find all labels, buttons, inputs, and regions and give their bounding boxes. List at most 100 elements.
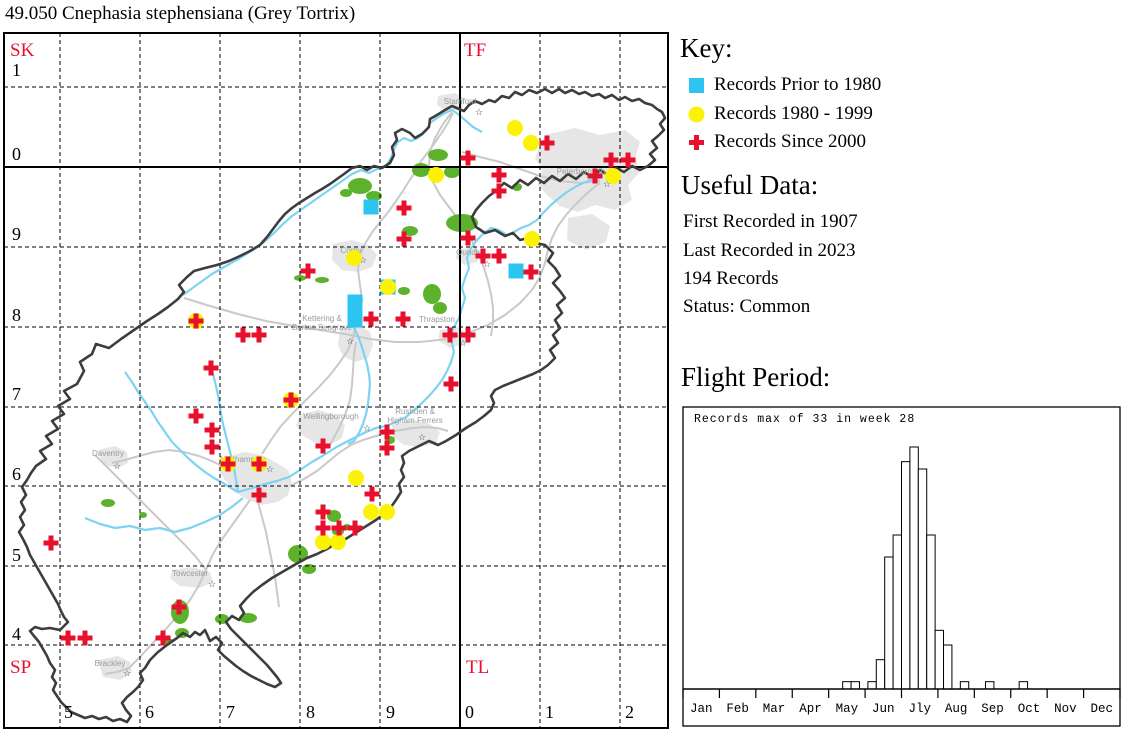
record-marker-since-2000	[460, 150, 476, 166]
key-item-label: Records Prior to 1980	[714, 74, 882, 95]
town-star-icon: ☆	[475, 108, 483, 118]
flight-week-bar	[959, 681, 970, 690]
record-marker-since-2000	[315, 520, 331, 536]
town-label: Northampton	[220, 455, 266, 464]
woodland	[366, 191, 382, 201]
record-count-line: 194 Records	[683, 268, 779, 289]
river	[84, 497, 244, 534]
grid-row-label: 7	[12, 384, 21, 404]
grid-100km-letters: SK	[10, 40, 35, 61]
record-marker-1980-1999	[363, 504, 379, 520]
town-label: Towcester	[172, 569, 208, 578]
record-marker-1980-1999	[330, 534, 346, 550]
record-marker-since-2000	[379, 440, 395, 456]
flight-week-bar	[985, 681, 995, 690]
record-marker-since-2000	[204, 439, 220, 455]
woodland	[340, 189, 352, 197]
record-marker-since-2000	[203, 360, 219, 376]
river	[124, 371, 239, 493]
town-label: Peterborough	[557, 167, 605, 176]
flight-week-bar	[875, 659, 886, 690]
town-label: Oundle	[456, 248, 482, 257]
road	[257, 501, 280, 608]
record-marker-since-2000	[77, 630, 93, 646]
record-marker-since-2000	[587, 168, 603, 184]
grid-row-label: 9	[12, 224, 21, 244]
record-marker-since-2000	[188, 313, 204, 329]
record-marker-since-2000	[235, 327, 251, 343]
road	[94, 454, 207, 571]
urban-area	[98, 446, 128, 468]
month-label: Feb	[726, 702, 749, 716]
month-label: Oct	[1018, 702, 1041, 716]
record-marker-since-2000	[204, 422, 220, 438]
record-marker-1980-1999	[507, 120, 523, 136]
record-marker-since-2000	[475, 248, 491, 264]
town-star-icon: ☆	[603, 180, 611, 190]
town-label: Daventry	[92, 449, 124, 458]
key-heading: Key:	[680, 33, 733, 63]
town-label: Thrapston	[419, 315, 455, 324]
record-marker-since-2000	[251, 487, 267, 503]
grid-col-label: 2	[625, 702, 634, 722]
town-label: Barton Seagrave	[292, 323, 353, 332]
record-marker-since-2000	[491, 183, 507, 199]
town-label: Rushden &	[395, 407, 435, 416]
record-marker-since-2000	[220, 456, 236, 472]
flight-week-bar	[917, 468, 928, 690]
record-marker-1980-1999	[523, 135, 539, 151]
record-marker-since-2000	[155, 630, 171, 646]
distribution-map: Stamford☆Peterborough☆Corby☆Oundle☆Kette…	[3, 32, 669, 729]
key-item-since-2000: Records Since 2000	[688, 131, 866, 153]
town-label: Stamford	[444, 97, 476, 106]
woodland	[412, 163, 430, 177]
flight-week-bar	[1018, 681, 1029, 690]
record-marker-since-2000	[315, 504, 331, 520]
record-marker-1980-1999	[346, 250, 362, 266]
woodland	[101, 499, 115, 507]
flight-week-bar	[926, 534, 936, 690]
flight-week-bar	[842, 681, 852, 690]
chart-note: Records max of 33 in week 28	[694, 413, 915, 426]
record-marker-since-2000	[491, 248, 507, 264]
town-star-icon: ☆	[483, 260, 491, 270]
record-marker-1980-1999	[605, 168, 621, 184]
flight-week-bar	[850, 681, 860, 690]
record-marker-since-2000	[603, 152, 619, 168]
useful-data-heading: Useful Data:	[681, 170, 819, 200]
record-marker-1980-1999	[380, 279, 396, 295]
woodland	[428, 149, 448, 161]
town-star-icon: ☆	[266, 465, 274, 475]
record-marker-since-2000	[379, 424, 395, 440]
urban-area	[535, 128, 640, 212]
month-label: Jan	[690, 702, 713, 716]
grid-row-label: 4	[12, 624, 21, 644]
flight-week-bar	[943, 644, 953, 690]
woodland	[423, 284, 441, 304]
town-labels: Stamford☆Peterborough☆Corby☆Oundle☆Kette…	[92, 97, 611, 679]
town-star-icon: ☆	[346, 337, 354, 347]
key-item-label: Records Since 2000	[714, 131, 866, 152]
urban-area	[567, 214, 610, 250]
record-marker-1980-1999	[379, 504, 395, 520]
month-label: Apr	[799, 702, 822, 716]
record-marker-since-2000	[347, 520, 363, 536]
record-marker-pre-1980	[347, 294, 363, 328]
town-star-icon: ☆	[123, 669, 131, 679]
flight-period-chart: Records max of 33 in week 28 Jan Feb Mar Apr…	[682, 406, 1121, 727]
month-label: Sep	[981, 702, 1004, 716]
road	[104, 499, 251, 675]
road	[183, 249, 549, 343]
grid-100km-letters: SP	[10, 657, 31, 678]
grid-col-label: 7	[226, 702, 235, 722]
town-label: Corby	[340, 246, 361, 255]
first-recorded-line: First Recorded in 1907	[683, 211, 858, 232]
record-marker-since-2000	[251, 456, 267, 472]
record-marker-since-2000	[283, 392, 299, 408]
record-marker-since-2000	[539, 135, 555, 151]
road	[547, 182, 601, 251]
record-marker-since-2000	[60, 630, 76, 646]
flight-week-bar	[934, 629, 945, 690]
grid-row-label: 0	[12, 144, 21, 164]
grid-100km-letters: TL	[466, 657, 489, 678]
